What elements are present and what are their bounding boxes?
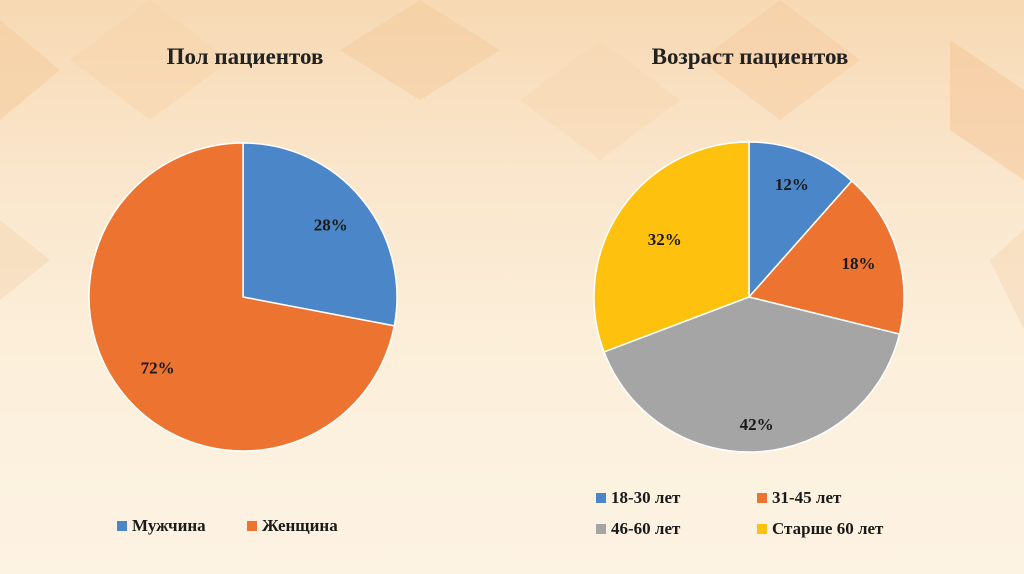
legend-item-age-over-60: Старше 60 лет [757, 519, 883, 539]
legend-swatch [757, 493, 767, 503]
legend-label: 31-45 лет [772, 488, 842, 507]
legend-label: Женщина [262, 516, 338, 535]
chart-title-gender: Пол пациентов [166, 44, 324, 69]
data-label-age-over-60: 32% [648, 230, 682, 249]
data-label-gender-female: 72% [141, 359, 175, 378]
legend-label: Мужчина [132, 516, 206, 535]
legend-item-gender-female: Женщина [247, 516, 338, 536]
data-label-age-46-60: 42% [740, 415, 774, 434]
pie-slice-gender-male [242, 142, 398, 327]
chart-title-age: Возраст пациентов [651, 44, 849, 69]
pie-slice-age-over-60 [593, 141, 750, 353]
legend-label: Старше 60 лет [772, 519, 884, 538]
legend-swatch [596, 493, 606, 503]
data-label-gender-male: 28% [314, 215, 348, 234]
pie-slice-age-18-30 [748, 141, 853, 299]
legend-swatch [247, 521, 257, 531]
legend-swatch [596, 524, 606, 534]
pie-slice-age-46-60 [603, 296, 901, 453]
legend-label: 18-30 лет [611, 488, 681, 507]
legend-item-age-18-30: 18-30 лет [596, 488, 680, 508]
pie-slice-age-31-45 [747, 179, 905, 336]
legend-label: 46-60 лет [611, 519, 681, 538]
legend-swatch [117, 521, 127, 531]
legend-item-age-46-60: 46-60 лет [596, 519, 680, 539]
legend-item-age-31-45: 31-45 лет [757, 488, 841, 508]
data-label-age-31-45: 18% [842, 254, 876, 273]
pie-slice-gender-female [88, 142, 396, 452]
data-label-age-18-30: 12% [775, 175, 809, 194]
legend-item-gender-male: Мужчина [117, 516, 206, 536]
legend-swatch [757, 524, 767, 534]
